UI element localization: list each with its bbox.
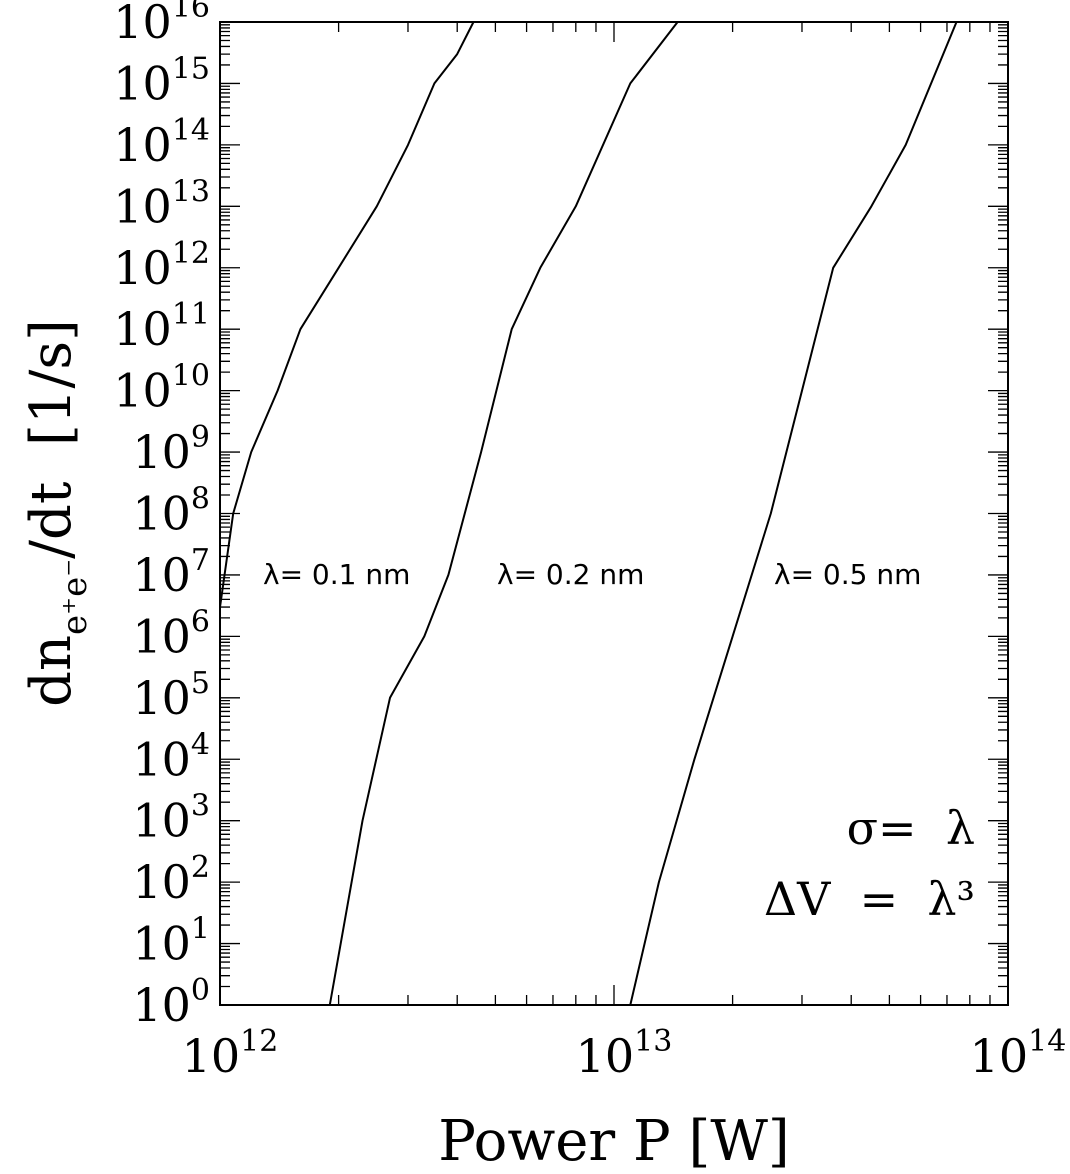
- series-labels: λ= 0.1 nm λ= 0.2 nm λ= 0.5 nm: [260, 555, 924, 594]
- y-tick-label: 104: [132, 727, 210, 786]
- x-axis-label: Power P [W]: [438, 1109, 790, 1174]
- series-line: [328, 21, 679, 1006]
- y-tick-label: 1013: [113, 174, 210, 233]
- plot-frame: [219, 21, 1009, 1006]
- y-tick-label: 1012: [113, 236, 210, 295]
- x-tick-label: 1014: [970, 1024, 1067, 1083]
- y-tick-label: 108: [132, 482, 210, 541]
- series-label: λ= 0.5 nm: [774, 558, 921, 591]
- y-axis-label: dne⁺e⁻/dt [1/s]: [19, 319, 95, 707]
- series-line: [219, 21, 475, 608]
- sigma-annotation: σ= λ: [847, 801, 975, 855]
- y-tick-label: 1016: [113, 0, 210, 49]
- series-lines: [219, 21, 958, 1006]
- y-tick-label: 1014: [113, 113, 210, 172]
- y-tick-label: 105: [132, 666, 210, 725]
- y-tick-label: 107: [132, 543, 210, 602]
- volume-annotation: ΔV = λ³: [764, 872, 975, 926]
- x-tick-label: 1013: [576, 1024, 673, 1083]
- y-tick-label: 103: [132, 789, 210, 848]
- x-tick-label: 1012: [182, 1024, 279, 1083]
- tick-marks: [219, 21, 1009, 1006]
- y-tick-label: 101: [132, 912, 210, 971]
- axis-ticks: [219, 21, 1009, 1006]
- series-label: λ= 0.2 nm: [497, 558, 644, 591]
- y-tick-label: 1011: [113, 297, 210, 356]
- y-tick-label: 102: [132, 850, 210, 909]
- y-tick-label: 1010: [113, 359, 210, 418]
- y-tick-label: 100: [132, 973, 210, 1032]
- y-tick-label: 109: [132, 420, 210, 479]
- series-line: [629, 21, 958, 1006]
- series-label: λ= 0.1 nm: [263, 558, 410, 591]
- y-tick-labels: 1001011021031041051061071081091010101110…: [113, 0, 210, 1032]
- y-tick-label: 106: [132, 604, 210, 663]
- x-tick-labels: 1012 1013 1014: [182, 1024, 1067, 1083]
- y-tick-label: 1015: [113, 51, 210, 110]
